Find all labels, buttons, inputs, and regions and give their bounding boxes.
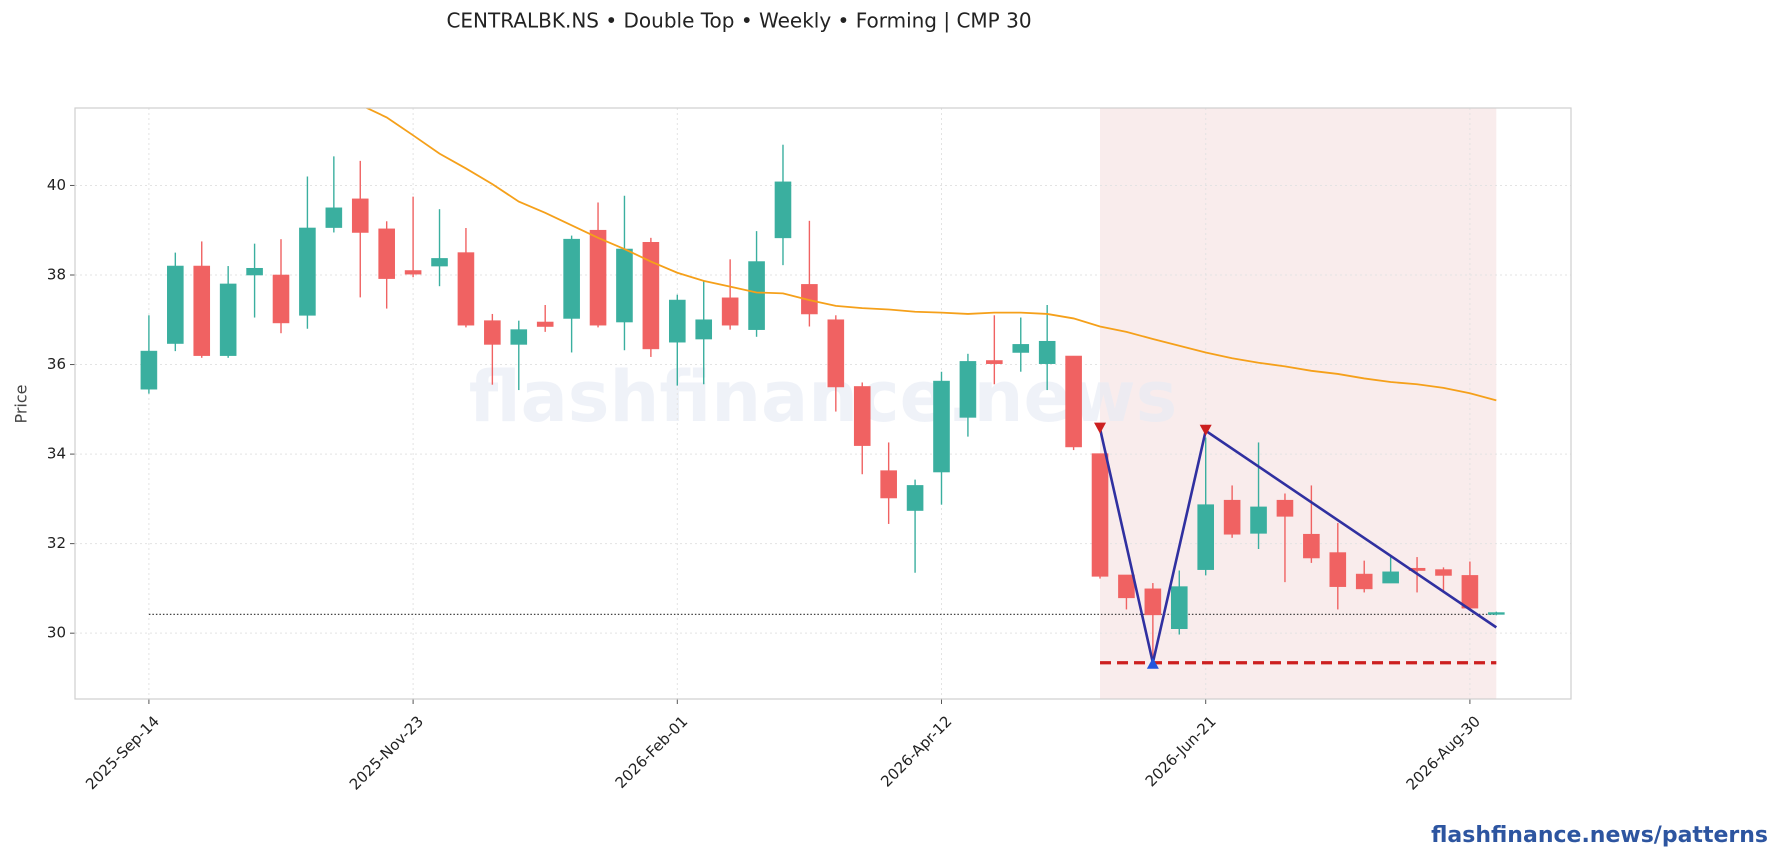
candle-body [853, 386, 871, 446]
candle-body [1382, 571, 1399, 584]
candle-body [589, 229, 607, 326]
candle-body [378, 228, 395, 279]
candle-body [351, 198, 369, 233]
candle-body [748, 261, 765, 330]
candle-body [510, 329, 528, 345]
candle-body [1144, 588, 1162, 616]
x-tick-label: 2026-Apr-12 [877, 712, 955, 790]
candle-body [404, 270, 422, 275]
candle-body [1250, 506, 1267, 534]
candle-body [986, 360, 1003, 364]
peak-marker [1094, 422, 1107, 434]
pattern-line [1098, 428, 1498, 664]
candle-body [1223, 499, 1241, 535]
candle-body [1038, 340, 1056, 364]
candle-body [1091, 453, 1109, 577]
peak-marker [1199, 424, 1212, 436]
candle-body [880, 470, 897, 499]
candle-body [906, 485, 924, 511]
candle-body [457, 252, 475, 326]
footer-link: flashfinance.news/patterns [1431, 823, 1768, 848]
candle-body [299, 227, 316, 316]
candle-body [616, 248, 633, 323]
y-tick-label: 36 [47, 355, 66, 373]
candle-body [721, 297, 739, 326]
candle-body [1065, 355, 1082, 448]
candle-body [1012, 344, 1030, 353]
candle-body [536, 321, 554, 327]
watermark: flashfinance.news [469, 356, 1178, 438]
candle-body [1435, 569, 1452, 576]
candle-body [272, 274, 290, 324]
x-tick-label: 2026-Feb-01 [612, 712, 692, 792]
candle-body [959, 361, 977, 418]
x-tick-label: 2026-Jun-21 [1142, 712, 1220, 790]
candle-body [642, 242, 660, 350]
x-tick-label: 2025-Nov-23 [346, 712, 427, 793]
y-tick-label: 34 [47, 445, 66, 463]
chart-title: CENTRALBK.NS • Double Top • Weekly • For… [446, 9, 1031, 33]
plot-frame [74, 107, 1572, 700]
y-tick-label: 38 [47, 266, 66, 284]
candle-body [1276, 499, 1294, 517]
candle-body [1461, 575, 1479, 609]
candle-body [219, 283, 237, 356]
candle-body [167, 265, 184, 344]
candle-body [1355, 573, 1373, 590]
y-axis-label: Price [12, 384, 31, 423]
candle-body [563, 238, 580, 319]
candle-body [140, 350, 158, 390]
candle-body [1197, 504, 1214, 570]
candle-body [1303, 533, 1320, 559]
candle-body [774, 181, 792, 239]
plot-clip: flashfinance.news [75, 108, 1571, 699]
candle-body [431, 258, 448, 267]
candle-body [1329, 552, 1347, 587]
candle-body [246, 267, 263, 276]
candle-body [1170, 586, 1188, 630]
candle-body [695, 319, 713, 340]
x-tick-label: 2025-Sep-14 [82, 712, 163, 793]
candle-body [1488, 612, 1505, 615]
y-tick-label: 40 [47, 176, 66, 194]
y-tick-label: 30 [47, 624, 66, 642]
candle-body [827, 319, 845, 388]
y-tick-label: 32 [47, 534, 66, 552]
candle-body [1118, 574, 1135, 599]
x-tick-label: 2026-Aug-30 [1403, 712, 1484, 793]
candle-body [484, 320, 501, 345]
candle-body [933, 380, 950, 473]
candle-body [325, 207, 343, 228]
candle-body [668, 299, 686, 343]
candle-body [193, 265, 211, 356]
trough-marker [1146, 657, 1159, 669]
moving-average [364, 108, 1497, 402]
